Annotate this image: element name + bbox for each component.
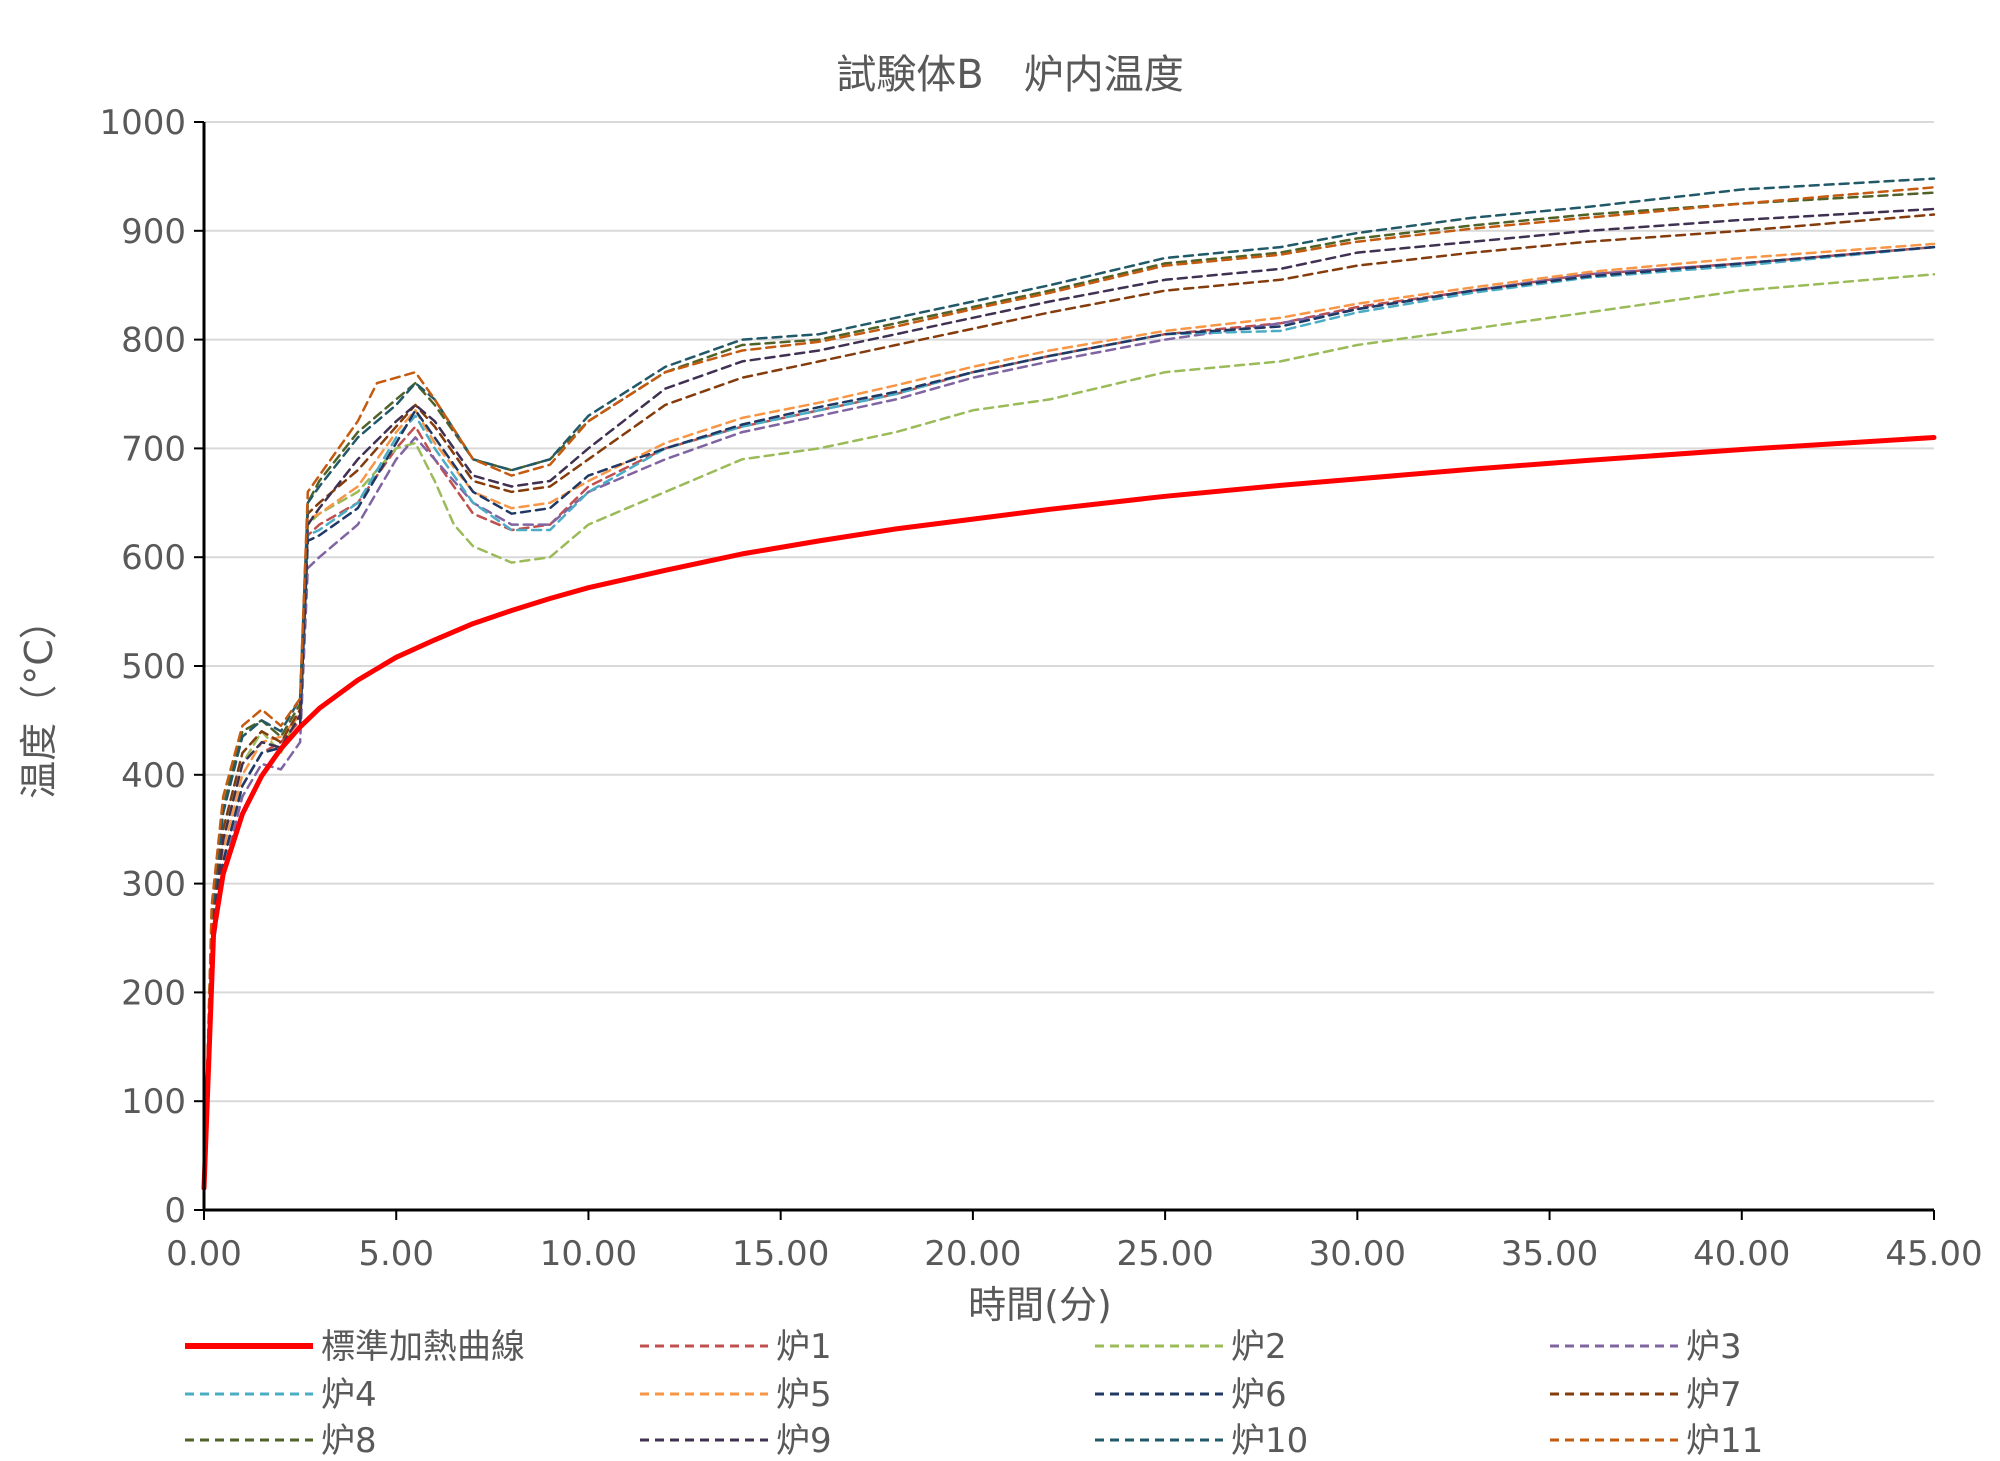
legend-item: 炉11 <box>1550 1421 1763 1461</box>
x-tick-label: 10.00 <box>540 1234 637 1274</box>
series-line-furnace-4 <box>202 245 1936 1190</box>
x-tick-label: 40.00 <box>1693 1234 1790 1274</box>
x-tick-label: 20.00 <box>924 1234 1021 1274</box>
legend-label: 炉1 <box>776 1327 832 1367</box>
x-tick-label: 25.00 <box>1116 1234 1213 1274</box>
y-axis-title: 温度（°C） <box>17 601 61 799</box>
series-line-furnace-10 <box>202 177 1936 1190</box>
series-line-furnace-1 <box>202 245 1936 1190</box>
legend-item: 炉7 <box>1550 1375 1742 1415</box>
series-line-standard-curve <box>201 435 1937 1191</box>
legend-item: 炉5 <box>640 1375 832 1415</box>
legend-item: 炉4 <box>185 1375 377 1415</box>
y-tick-label: 1000 <box>99 103 186 143</box>
grid-layer <box>204 121 1934 1103</box>
y-tick-label: 0 <box>164 1191 186 1231</box>
x-tick-label: 5.00 <box>358 1234 434 1274</box>
series-line-furnace-11 <box>202 186 1936 1190</box>
legend-label: 炉11 <box>1686 1421 1763 1456</box>
legend-label: 炉6 <box>1231 1375 1287 1415</box>
y-tick-label: 900 <box>121 212 186 252</box>
x-tick-label: 0.00 <box>166 1234 242 1274</box>
legend-label: 炉7 <box>1686 1375 1742 1415</box>
y-tick-label: 800 <box>121 321 186 361</box>
legend-label: 標準加熱曲線 <box>321 1327 525 1367</box>
y-tick-label: 600 <box>121 538 186 578</box>
legend-label: 炉5 <box>776 1375 832 1415</box>
legend-label: 炉2 <box>1231 1327 1287 1367</box>
legend-item: 炉3 <box>1550 1327 1742 1367</box>
legend-label: 炉10 <box>1231 1421 1308 1456</box>
legend-item: 炉1 <box>640 1327 832 1367</box>
series-line-furnace-9 <box>202 207 1936 1190</box>
legend-item: 炉8 <box>185 1421 377 1461</box>
series-line-furnace-5 <box>202 242 1936 1190</box>
y-tick-label: 100 <box>121 1082 186 1122</box>
series-line-furnace-8 <box>202 191 1936 1190</box>
legend-label: 炉4 <box>321 1375 377 1415</box>
x-tick-label: 45.00 <box>1885 1234 1982 1274</box>
y-tick-label: 200 <box>121 973 186 1013</box>
series-line-furnace-3 <box>202 245 1936 1190</box>
y-tick-label: 300 <box>121 865 186 905</box>
chart-title: 試験体B 炉内温度 <box>836 52 1183 98</box>
legend-item: 炉6 <box>1095 1375 1287 1415</box>
legend-label: 炉3 <box>1686 1327 1742 1367</box>
legend-item: 炉10 <box>1095 1421 1308 1461</box>
legend: 標準加熱曲線 炉1 炉2 炉3 炉4 炉5 炉6 炉7 炉8 炉9 炉10 炉11 <box>185 1327 1763 1461</box>
axis-layer: 0 100 200 300 400 500 600 700 800 900 1000 0.00 5.00… <box>99 103 1982 1274</box>
series-line-furnace-6 <box>202 245 1936 1190</box>
x-tick-label: 35.00 <box>1501 1234 1598 1274</box>
legend-label: 炉8 <box>321 1421 377 1456</box>
x-tick-label: 30.00 <box>1309 1234 1406 1274</box>
legend-item: 炉2 <box>1095 1327 1287 1367</box>
y-tick-label: 500 <box>121 647 186 687</box>
legend-label: 炉9 <box>776 1421 832 1456</box>
legend-item: 標準加熱曲線 <box>185 1327 525 1367</box>
series-line-furnace-2 <box>202 273 1936 1190</box>
x-axis-title: 時間(分) <box>968 1283 1112 1327</box>
legend-item: 炉9 <box>640 1421 832 1461</box>
y-tick-label: 700 <box>121 429 186 469</box>
series-line-furnace-7 <box>202 213 1936 1190</box>
series-layer <box>201 177 1937 1191</box>
x-tick-label: 15.00 <box>732 1234 829 1274</box>
y-tick-label: 400 <box>121 756 186 796</box>
